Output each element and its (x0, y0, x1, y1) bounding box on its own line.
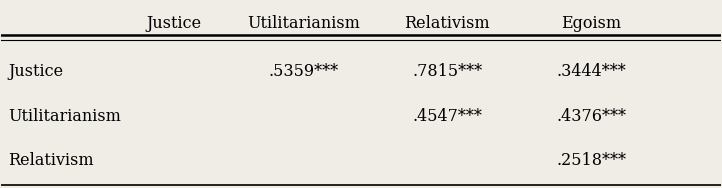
Text: Relativism: Relativism (404, 15, 490, 32)
Text: Relativism: Relativism (9, 152, 94, 169)
Text: .2518***: .2518*** (556, 152, 626, 169)
Text: .3444***: .3444*** (556, 63, 626, 80)
Text: .4376***: .4376*** (556, 108, 626, 125)
Text: Utilitarianism: Utilitarianism (9, 108, 121, 125)
Text: Egoism: Egoism (561, 15, 621, 32)
Text: .4547***: .4547*** (412, 108, 482, 125)
Text: .5359***: .5359*** (269, 63, 339, 80)
Text: .7815***: .7815*** (412, 63, 482, 80)
Text: Justice: Justice (147, 15, 201, 32)
Text: Utilitarianism: Utilitarianism (247, 15, 360, 32)
Text: Justice: Justice (9, 63, 64, 80)
